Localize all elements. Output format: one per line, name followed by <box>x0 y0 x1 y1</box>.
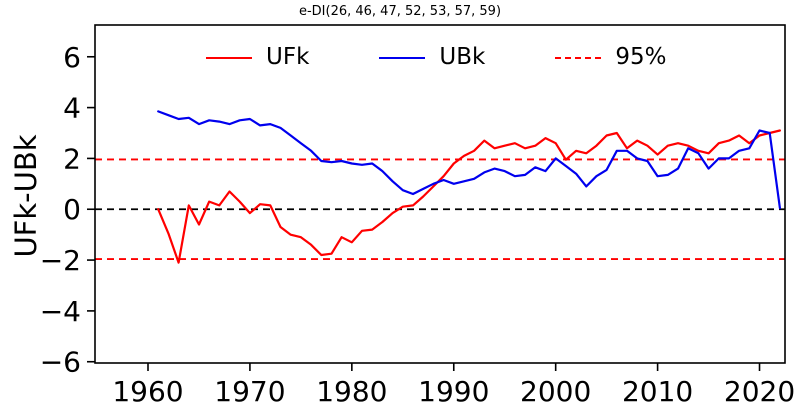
legend-label-95: 95% <box>615 44 667 70</box>
legend-line-ufk-icon <box>206 56 252 59</box>
axes-frame <box>94 24 786 364</box>
legend-label-ubk: UBk <box>439 44 486 70</box>
y-tick-label: −4 <box>40 295 81 328</box>
legend-label-ufk: UFk <box>266 44 310 70</box>
legend: UFk UBk 95% <box>206 46 666 69</box>
series-line-ubk <box>157 110 782 210</box>
y-tick-label: −2 <box>40 244 81 277</box>
legend-line-95-icon <box>555 56 602 59</box>
legend-item-95: 95% <box>555 46 666 69</box>
legend-item-ufk: UFk <box>206 46 309 69</box>
x-tick-label: 1980 <box>316 375 387 408</box>
x-tick-label: 2000 <box>520 375 591 408</box>
x-tick-label: 1970 <box>214 375 285 408</box>
y-tick-label: −6 <box>40 346 81 379</box>
y-tick-label: 2 <box>63 142 81 175</box>
y-tick-label: 0 <box>63 193 81 226</box>
x-tick-label: 2020 <box>724 375 795 408</box>
y-tick-label: 6 <box>63 41 81 74</box>
x-tick-label: 1960 <box>112 375 183 408</box>
legend-line-ubk-icon <box>379 56 426 59</box>
x-tick-label: 1990 <box>418 375 489 408</box>
x-tick-label: 2010 <box>622 375 693 408</box>
y-axis-label: UFk-UBk <box>9 134 43 258</box>
chart-title: e-DI(26, 46, 47, 52, 53, 57, 59) <box>298 4 502 19</box>
y-tick-label: 4 <box>63 92 81 125</box>
legend-item-ubk: UBk <box>379 46 485 69</box>
series-line-ufk <box>157 129 782 264</box>
